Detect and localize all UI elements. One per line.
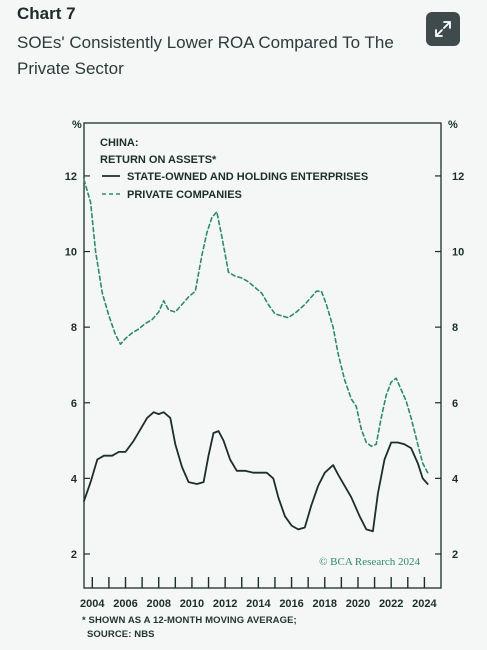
y-unit-right: % bbox=[448, 119, 458, 131]
y-tick-label-left: 2 bbox=[71, 549, 77, 561]
y-tick-label-left: 8 bbox=[71, 322, 77, 334]
y-tick-label-left: 4 bbox=[71, 473, 78, 485]
series-line-soe bbox=[83, 411, 429, 533]
y-tick-label-right: 2 bbox=[452, 549, 458, 561]
legend-label-soe: STATE-OWNED AND HOLDING ENTERPRISES bbox=[127, 171, 368, 183]
legend-title-line1: CHINA: bbox=[100, 137, 139, 149]
x-tick-label: 2010 bbox=[180, 598, 204, 610]
x-tick-label: 2008 bbox=[146, 598, 170, 610]
x-tick-label: 2004 bbox=[80, 598, 105, 610]
y-tick-label-right: 6 bbox=[452, 398, 458, 410]
expand-icon bbox=[435, 21, 451, 37]
legend-label-private: PRIVATE COMPANIES bbox=[127, 189, 242, 201]
x-tick-label: 2016 bbox=[279, 598, 303, 610]
chart-title: SOEs' Consistently Lower ROA Compared To… bbox=[17, 33, 394, 78]
y-tick-label-left: 12 bbox=[65, 171, 77, 183]
legend-title-line2: RETURN ON ASSETS* bbox=[100, 154, 217, 166]
y-tick-label-left: 10 bbox=[65, 247, 77, 259]
footnote: * SHOWN AS A 12-MONTH MOVING AVERAGE; bbox=[82, 615, 297, 626]
x-tick-label: 2022 bbox=[379, 598, 403, 610]
x-tick-label: 2014 bbox=[246, 598, 271, 610]
x-tick-label: 2018 bbox=[313, 598, 337, 610]
x-tick-label: 2020 bbox=[346, 598, 370, 610]
plot-frame bbox=[83, 122, 442, 589]
source-note: SOURCE: NBS bbox=[87, 629, 155, 640]
y-tick-label-right: 12 bbox=[452, 171, 464, 183]
y-tick-label-right: 8 bbox=[452, 322, 458, 334]
y-tick-label-right: 10 bbox=[452, 247, 464, 259]
y-unit-left: % bbox=[72, 119, 82, 131]
x-tick-label: 2024 bbox=[412, 598, 437, 610]
y-tick-label-left: 6 bbox=[71, 398, 77, 410]
chart-number: Chart 7 bbox=[17, 4, 76, 23]
x-tick-label: 2006 bbox=[113, 598, 137, 610]
x-tick-label: 2012 bbox=[213, 598, 237, 610]
expand-button[interactable] bbox=[426, 12, 460, 46]
series-line-private bbox=[83, 178, 429, 474]
y-tick-label-right: 4 bbox=[452, 473, 459, 485]
chart-watermark: © BCA Research 2024 bbox=[319, 556, 420, 568]
